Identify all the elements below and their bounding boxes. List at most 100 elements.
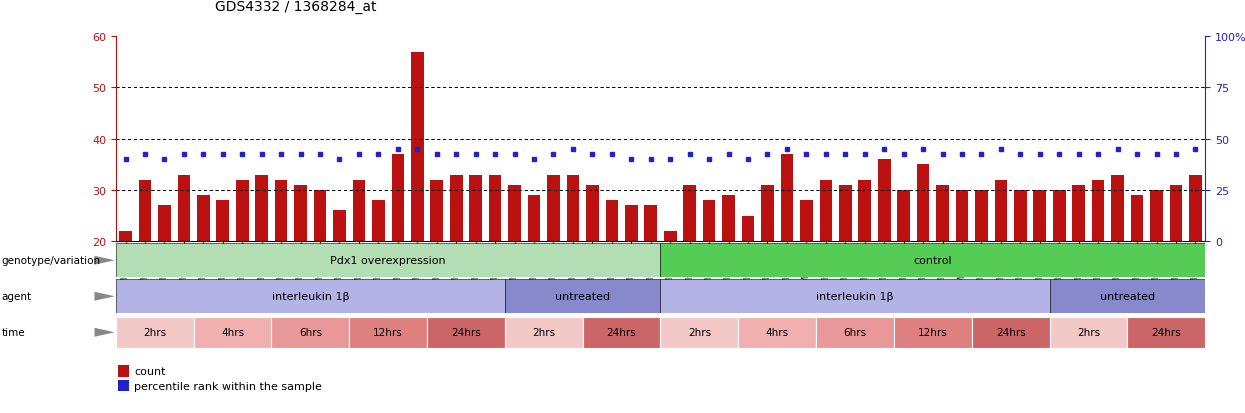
Bar xyxy=(431,180,443,344)
Bar xyxy=(975,190,987,344)
Bar xyxy=(1150,190,1163,344)
Bar xyxy=(116,244,660,278)
Bar xyxy=(684,185,696,344)
Text: 2hrs: 2hrs xyxy=(1077,328,1101,337)
Text: genotype/variation: genotype/variation xyxy=(1,256,101,266)
Text: 2hrs: 2hrs xyxy=(532,328,555,337)
Text: untreated: untreated xyxy=(555,292,610,301)
Text: 4hrs: 4hrs xyxy=(220,328,244,337)
Bar xyxy=(120,231,132,344)
Text: 12hrs: 12hrs xyxy=(374,328,403,337)
Bar xyxy=(702,201,716,344)
Bar xyxy=(971,317,1050,348)
Bar xyxy=(235,180,249,344)
Bar xyxy=(722,196,735,344)
Bar xyxy=(275,180,288,344)
Bar xyxy=(411,52,423,344)
Bar xyxy=(255,175,268,344)
Bar xyxy=(1072,185,1086,344)
Bar xyxy=(819,180,832,344)
Bar xyxy=(1112,175,1124,344)
Polygon shape xyxy=(95,292,115,301)
Bar xyxy=(605,201,619,344)
Text: control: control xyxy=(914,256,952,266)
Bar xyxy=(178,175,190,344)
Bar xyxy=(116,280,505,313)
Bar xyxy=(878,160,890,344)
Text: count: count xyxy=(134,366,166,376)
Text: 24hrs: 24hrs xyxy=(996,328,1026,337)
Bar xyxy=(898,190,910,344)
Bar xyxy=(660,244,1205,278)
Bar xyxy=(1169,185,1183,344)
Text: 4hrs: 4hrs xyxy=(766,328,789,337)
Bar xyxy=(815,317,894,348)
Bar xyxy=(116,317,193,348)
Text: 24hrs: 24hrs xyxy=(1152,328,1182,337)
Bar xyxy=(349,317,427,348)
Text: agent: agent xyxy=(1,292,31,301)
Bar xyxy=(508,185,520,344)
Text: GDS4332 / 1368284_at: GDS4332 / 1368284_at xyxy=(215,0,377,14)
Bar xyxy=(858,180,872,344)
Bar xyxy=(660,280,1050,313)
Bar xyxy=(505,280,660,313)
Bar xyxy=(314,190,326,344)
Bar xyxy=(586,185,599,344)
Text: 6hrs: 6hrs xyxy=(299,328,322,337)
Bar xyxy=(138,180,152,344)
Bar xyxy=(294,185,308,344)
Text: Pdx1 overexpression: Pdx1 overexpression xyxy=(330,256,446,266)
Text: 24hrs: 24hrs xyxy=(451,328,481,337)
Bar xyxy=(664,231,676,344)
Bar xyxy=(625,206,637,344)
Polygon shape xyxy=(95,328,115,337)
Bar xyxy=(117,380,129,392)
Bar xyxy=(1050,317,1128,348)
Bar xyxy=(547,175,560,344)
Bar xyxy=(505,317,583,348)
Bar xyxy=(197,196,209,344)
Text: 12hrs: 12hrs xyxy=(918,328,947,337)
Bar xyxy=(738,317,815,348)
Bar xyxy=(1053,190,1066,344)
Bar xyxy=(916,165,930,344)
Text: untreated: untreated xyxy=(1099,292,1155,301)
Bar xyxy=(936,185,949,344)
Bar xyxy=(781,155,793,344)
Bar xyxy=(995,180,1007,344)
Bar xyxy=(583,317,660,348)
Text: percentile rank within the sample: percentile rank within the sample xyxy=(134,381,322,391)
Bar xyxy=(645,206,657,344)
Bar xyxy=(217,201,229,344)
Bar xyxy=(956,190,969,344)
Bar xyxy=(1130,196,1143,344)
Bar xyxy=(801,201,813,344)
Bar xyxy=(117,365,129,377)
Text: 2hrs: 2hrs xyxy=(143,328,167,337)
Bar xyxy=(469,175,482,344)
Bar xyxy=(1033,190,1046,344)
Bar xyxy=(894,317,971,348)
Bar xyxy=(271,317,349,348)
Bar xyxy=(1092,180,1104,344)
Bar xyxy=(334,211,346,344)
Bar xyxy=(761,185,774,344)
Bar xyxy=(1050,280,1205,313)
Bar xyxy=(566,175,579,344)
Bar xyxy=(742,216,754,344)
Text: 24hrs: 24hrs xyxy=(606,328,636,337)
Text: 6hrs: 6hrs xyxy=(843,328,867,337)
Bar xyxy=(372,201,385,344)
Bar xyxy=(528,196,540,344)
Bar xyxy=(427,317,505,348)
Bar xyxy=(391,155,405,344)
Bar xyxy=(1013,190,1027,344)
Bar xyxy=(660,317,738,348)
Text: interleukin 1β: interleukin 1β xyxy=(271,292,349,301)
Bar xyxy=(158,206,171,344)
Bar xyxy=(352,180,365,344)
Bar xyxy=(193,317,271,348)
Bar xyxy=(1128,317,1205,348)
Polygon shape xyxy=(95,256,115,265)
